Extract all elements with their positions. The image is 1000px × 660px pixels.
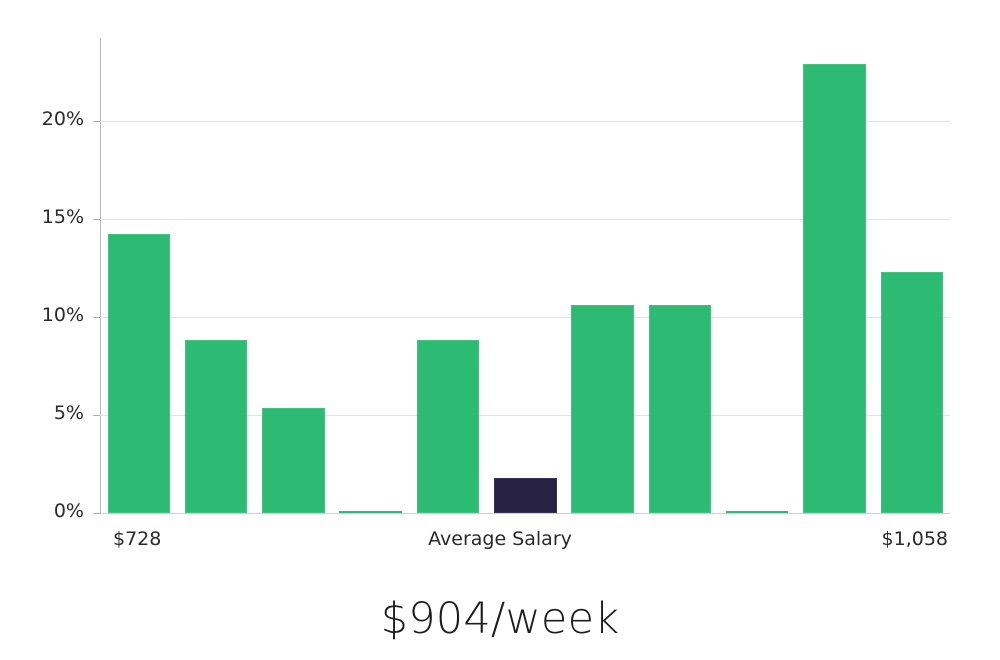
x-axis-label-left: $728 bbox=[113, 528, 162, 550]
bar[interactable] bbox=[339, 511, 402, 513]
bar[interactable] bbox=[648, 305, 712, 513]
x-axis-label-center: Average Salary bbox=[428, 528, 572, 550]
y-tick-label-0: 0% bbox=[53, 500, 84, 522]
gridline-5 bbox=[100, 414, 950, 416]
bar[interactable] bbox=[416, 340, 480, 513]
y-tick-20 bbox=[93, 120, 100, 122]
chart-title: $904/week bbox=[380, 594, 620, 644]
y-tick-label-15: 15% bbox=[41, 205, 84, 228]
bar[interactable] bbox=[262, 408, 325, 513]
bar[interactable] bbox=[107, 234, 170, 513]
bar[interactable] bbox=[803, 63, 866, 513]
gridline-20 bbox=[100, 120, 950, 122]
gridline-15 bbox=[100, 218, 950, 220]
y-tick-0 bbox=[93, 513, 100, 514]
gridline-10 bbox=[100, 316, 950, 318]
y-tick-label-10: 10% bbox=[41, 303, 84, 326]
x-axis-baseline bbox=[100, 513, 950, 514]
y-tick-5 bbox=[93, 414, 100, 416]
y-tick-label-20: 20% bbox=[41, 107, 84, 130]
bar[interactable] bbox=[184, 340, 248, 513]
bar[interactable] bbox=[880, 271, 943, 513]
y-tick-10 bbox=[93, 316, 100, 318]
y-tick-15 bbox=[93, 218, 100, 220]
y-axis-line bbox=[100, 38, 101, 514]
x-axis-label-right: $1,058 bbox=[881, 528, 948, 550]
bar[interactable] bbox=[725, 511, 789, 513]
bar[interactable] bbox=[494, 477, 557, 513]
bar[interactable] bbox=[571, 305, 634, 513]
y-tick-label-5: 5% bbox=[53, 401, 84, 424]
